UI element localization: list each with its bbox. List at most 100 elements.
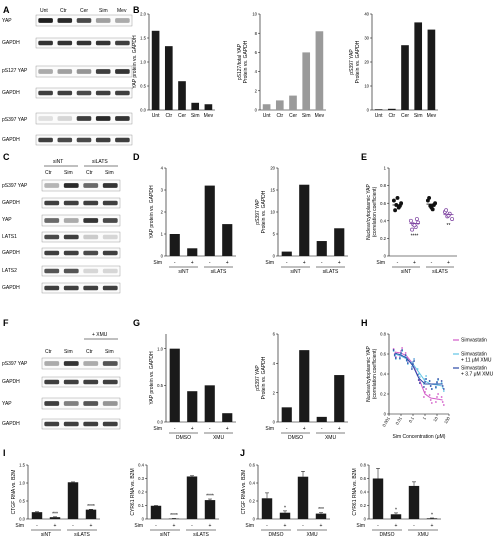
group-label: DMSO — [288, 435, 303, 441]
x-tick-label: Mev — [427, 113, 437, 119]
bar — [275, 100, 284, 110]
bar — [85, 509, 97, 519]
panel-letter-a: A — [3, 5, 10, 15]
data-point — [441, 401, 444, 403]
blot-band — [83, 421, 99, 427]
data-point — [413, 358, 415, 360]
bar — [151, 30, 160, 110]
x-tick-label: - — [377, 523, 379, 529]
bar — [427, 29, 436, 111]
blot-band — [38, 18, 53, 23]
y-axis-label: Protein vs. GAPDH — [243, 40, 249, 83]
data-point — [411, 366, 413, 368]
y-tick-label: 4 — [161, 166, 164, 171]
bar — [299, 350, 310, 422]
y-tick-label: 1.5 — [140, 36, 146, 41]
blot-band — [63, 268, 79, 274]
x-tick-label: - — [397, 260, 399, 266]
bar — [426, 518, 438, 519]
data-point — [425, 388, 427, 390]
row-label: YAP — [2, 217, 12, 223]
y-axis-label: CTGF RNA vs. B2M — [241, 470, 247, 515]
bar — [187, 248, 198, 256]
blot-strip — [41, 282, 121, 294]
row-label: pS127 YAP — [2, 68, 28, 74]
y-tick-label: 20 — [364, 60, 369, 65]
data-point — [440, 396, 443, 398]
y-axis-label: Protein vs. GAPDH — [355, 40, 361, 83]
y-tick-label: 3 — [161, 188, 164, 193]
y-tick-label: 4 — [255, 69, 258, 74]
blot-band — [102, 401, 118, 406]
significance-label: *** — [52, 511, 58, 517]
blot-strip — [41, 265, 121, 277]
group-label: XMU — [325, 435, 337, 441]
y-tick-label: 2.0 — [140, 12, 146, 17]
data-point — [416, 374, 419, 376]
lane-label: Sim — [105, 349, 114, 355]
panel-letter-i: I — [3, 448, 6, 458]
x-tick-label: Sim — [191, 113, 200, 119]
lane-label: Ctr — [86, 349, 93, 355]
x-tick-label: - — [191, 523, 193, 529]
y-tick-label: 1.0 — [140, 60, 146, 65]
significance-label: * — [395, 507, 397, 513]
blot-band — [95, 90, 111, 96]
x-tick-label: 0.001 — [381, 415, 391, 427]
y-tick-label: 20 — [270, 166, 275, 171]
x-tick-label: 0.1 — [408, 415, 416, 423]
bar — [334, 228, 345, 256]
bar — [297, 476, 309, 519]
y-tick-label: 0.4 — [138, 463, 144, 468]
blot-band — [44, 183, 60, 188]
x-tick-label: Mev — [204, 113, 214, 119]
lane-label: Cer — [80, 8, 88, 14]
blot-band — [57, 90, 73, 96]
bar — [334, 375, 345, 422]
bar — [150, 505, 162, 519]
bar — [262, 104, 271, 110]
data-point — [428, 380, 431, 382]
x-tick-label: 10 — [432, 415, 439, 422]
x-tick-label: + — [338, 260, 341, 266]
y-tick-label: 10 — [364, 84, 369, 89]
data-point — [401, 347, 403, 349]
chart-b1: 0.0 0.5 1.0 1.5 2.0 YAP protein vs. GAPDH Unt C… — [132, 12, 215, 119]
blot-strip — [41, 179, 121, 192]
blot-band — [44, 361, 60, 366]
x-tick-label: 1 — [421, 415, 427, 420]
y-axis-label: Nuclear/cytoplasmic YAP — [366, 184, 372, 240]
data-point — [408, 218, 413, 223]
blot-band — [115, 90, 130, 96]
blot-band — [63, 361, 79, 366]
y-tick-label: 0.4 — [380, 218, 386, 223]
data-point — [405, 359, 408, 361]
data-point — [441, 385, 444, 387]
panel-letter-j: J — [240, 448, 245, 458]
blot-band — [83, 183, 99, 188]
blot-band — [83, 401, 99, 406]
data-point — [393, 354, 396, 356]
x-tick-label: Ctr — [276, 113, 283, 119]
bar — [222, 224, 233, 256]
x-row-label: Sim — [134, 523, 143, 529]
x-tick-label: Unt — [152, 113, 160, 119]
significance-label: **** — [87, 504, 95, 510]
blot-band — [83, 234, 99, 240]
data-point — [423, 396, 425, 398]
row-label: GAPDH — [2, 285, 20, 291]
x-tick-label: + — [90, 523, 93, 529]
blot-band — [44, 401, 60, 406]
bar — [31, 512, 43, 519]
x-tick-label: Unt — [375, 113, 383, 119]
group-label: DMSO — [269, 532, 284, 538]
x-row-label: Sim — [376, 260, 385, 266]
chart-b3: 0 10 20 30 40 pS397 YAP Protein vs. GAPDH Unt Ct… — [349, 12, 438, 119]
y-axis-label: pS397 YAP — [255, 199, 261, 225]
blot-band — [115, 69, 130, 74]
blot-band — [44, 218, 60, 223]
blot-band — [38, 116, 53, 121]
series-line — [394, 352, 443, 385]
